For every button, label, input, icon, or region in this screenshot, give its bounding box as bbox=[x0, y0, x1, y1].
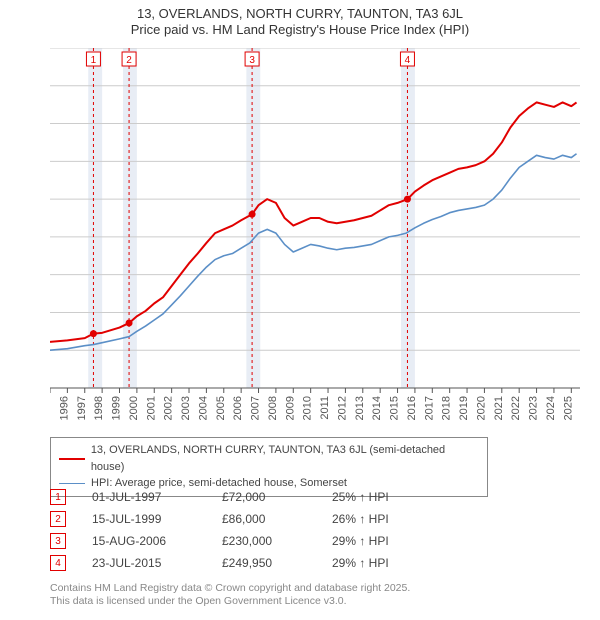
svg-text:4: 4 bbox=[405, 55, 411, 66]
svg-text:2009: 2009 bbox=[284, 396, 296, 420]
footnote: Contains HM Land Registry data © Crown c… bbox=[50, 582, 410, 608]
legend-swatch bbox=[59, 483, 85, 484]
chart-area: £0£50K£100K£150K£200K£250K£300K£350K£400… bbox=[50, 48, 580, 388]
svg-text:2019: 2019 bbox=[458, 396, 470, 420]
svg-text:2022: 2022 bbox=[510, 396, 522, 420]
svg-text:2002: 2002 bbox=[163, 396, 175, 420]
svg-text:1998: 1998 bbox=[93, 396, 105, 420]
sale-date: 01-JUL-1997 bbox=[92, 490, 222, 504]
svg-text:2014: 2014 bbox=[371, 396, 383, 420]
svg-text:2024: 2024 bbox=[545, 396, 557, 420]
sales-row: 1 01-JUL-1997 £72,000 25% ↑ HPI bbox=[50, 486, 432, 508]
svg-text:1996: 1996 bbox=[58, 396, 70, 420]
svg-text:2010: 2010 bbox=[302, 396, 314, 420]
svg-text:2020: 2020 bbox=[475, 396, 487, 420]
sale-date: 15-JUL-1999 bbox=[92, 512, 222, 526]
svg-text:2011: 2011 bbox=[319, 396, 331, 420]
chart-svg: £0£50K£100K£150K£200K£250K£300K£350K£400… bbox=[50, 48, 580, 438]
sale-pct: 29% ↑ HPI bbox=[332, 556, 432, 570]
svg-text:2008: 2008 bbox=[267, 396, 279, 420]
svg-text:1: 1 bbox=[91, 55, 97, 66]
sale-pct: 26% ↑ HPI bbox=[332, 512, 432, 526]
sales-row: 3 15-AUG-2006 £230,000 29% ↑ HPI bbox=[50, 530, 432, 552]
sale-marker: 1 bbox=[50, 489, 66, 505]
sale-price: £230,000 bbox=[222, 534, 332, 548]
svg-text:2016: 2016 bbox=[406, 396, 418, 420]
footnote-line1: Contains HM Land Registry data © Crown c… bbox=[50, 582, 410, 595]
footnote-line2: This data is licensed under the Open Gov… bbox=[50, 595, 410, 608]
sale-pct: 29% ↑ HPI bbox=[332, 534, 432, 548]
sales-row: 4 23-JUL-2015 £249,950 29% ↑ HPI bbox=[50, 552, 432, 574]
svg-text:3: 3 bbox=[249, 55, 255, 66]
svg-text:1997: 1997 bbox=[76, 396, 88, 420]
svg-text:2005: 2005 bbox=[215, 396, 227, 420]
svg-text:2003: 2003 bbox=[180, 396, 192, 420]
sale-marker: 4 bbox=[50, 555, 66, 571]
page: 13, OVERLANDS, NORTH CURRY, TAUNTON, TA3… bbox=[0, 0, 600, 620]
svg-text:1995: 1995 bbox=[50, 396, 53, 420]
sale-marker: 2 bbox=[50, 511, 66, 527]
chart-title-line1: 13, OVERLANDS, NORTH CURRY, TAUNTON, TA3… bbox=[0, 6, 600, 22]
svg-text:2: 2 bbox=[126, 55, 132, 66]
svg-text:2018: 2018 bbox=[441, 396, 453, 420]
sales-table: 1 01-JUL-1997 £72,000 25% ↑ HPI 2 15-JUL… bbox=[50, 486, 432, 574]
legend-swatch bbox=[59, 458, 85, 460]
legend-item: 13, OVERLANDS, NORTH CURRY, TAUNTON, TA3… bbox=[59, 442, 479, 475]
svg-text:2021: 2021 bbox=[493, 396, 505, 420]
sale-price: £72,000 bbox=[222, 490, 332, 504]
chart-title-block: 13, OVERLANDS, NORTH CURRY, TAUNTON, TA3… bbox=[0, 0, 600, 39]
svg-text:2015: 2015 bbox=[389, 396, 401, 420]
svg-text:2012: 2012 bbox=[336, 396, 348, 420]
chart-title-line2: Price paid vs. HM Land Registry's House … bbox=[0, 22, 600, 38]
svg-text:2001: 2001 bbox=[145, 396, 157, 420]
svg-text:1999: 1999 bbox=[111, 396, 123, 420]
svg-text:2006: 2006 bbox=[232, 396, 244, 420]
svg-text:2025: 2025 bbox=[562, 396, 574, 420]
svg-text:2017: 2017 bbox=[423, 396, 435, 420]
svg-text:2000: 2000 bbox=[128, 396, 140, 420]
svg-text:2007: 2007 bbox=[250, 396, 262, 420]
sale-date: 23-JUL-2015 bbox=[92, 556, 222, 570]
svg-text:2013: 2013 bbox=[354, 396, 366, 420]
sale-price: £249,950 bbox=[222, 556, 332, 570]
sale-marker: 3 bbox=[50, 533, 66, 549]
sale-date: 15-AUG-2006 bbox=[92, 534, 222, 548]
sales-row: 2 15-JUL-1999 £86,000 26% ↑ HPI bbox=[50, 508, 432, 530]
svg-text:2023: 2023 bbox=[528, 396, 540, 420]
sale-pct: 25% ↑ HPI bbox=[332, 490, 432, 504]
legend-label: 13, OVERLANDS, NORTH CURRY, TAUNTON, TA3… bbox=[91, 442, 479, 475]
sale-price: £86,000 bbox=[222, 512, 332, 526]
svg-text:2004: 2004 bbox=[197, 396, 209, 420]
